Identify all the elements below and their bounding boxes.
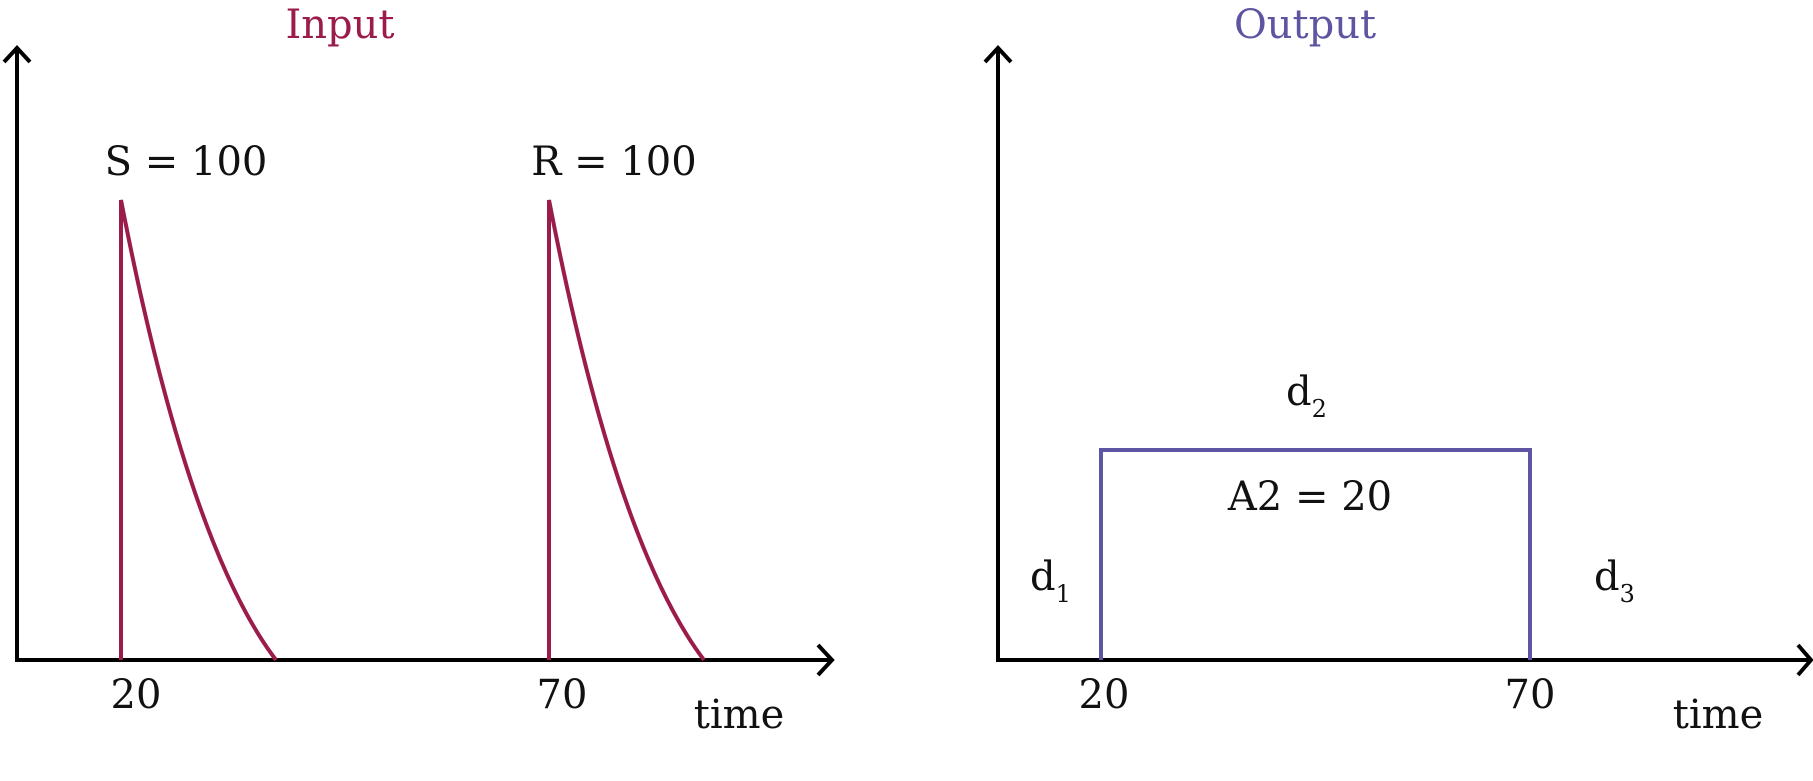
d3-base: d	[1594, 554, 1620, 600]
input-pulse-r	[549, 200, 704, 660]
output-panel: Output A2 = 20 d2 d1 d3 20 70 time	[985, 2, 1812, 738]
d3-subscript: 3	[1620, 580, 1635, 608]
input-x-label: time	[694, 692, 784, 738]
d1-label: d1	[1030, 554, 1071, 608]
d3-label: d3	[1594, 554, 1635, 608]
input-tick-70: 70	[537, 672, 588, 718]
input-tick-20: 20	[111, 672, 162, 718]
input-pulse-s	[121, 200, 276, 660]
d2-subscript: 2	[1312, 395, 1327, 423]
output-tick-20: 20	[1079, 672, 1130, 718]
pulse-r-label: R = 100	[531, 139, 696, 185]
input-title: Input	[285, 2, 394, 48]
d1-base: d	[1030, 554, 1056, 600]
output-title: Output	[1234, 2, 1376, 48]
output-tick-70: 70	[1505, 672, 1556, 718]
d1-subscript: 1	[1056, 580, 1071, 608]
d2-label: d2	[1286, 369, 1327, 423]
output-x-label: time	[1673, 692, 1763, 738]
d2-base: d	[1286, 369, 1312, 415]
input-panel: Input S = 100 R = 100 20 70 time	[4, 2, 832, 738]
area-label: A2 = 20	[1227, 474, 1392, 520]
pulse-s-label: S = 100	[105, 139, 268, 185]
